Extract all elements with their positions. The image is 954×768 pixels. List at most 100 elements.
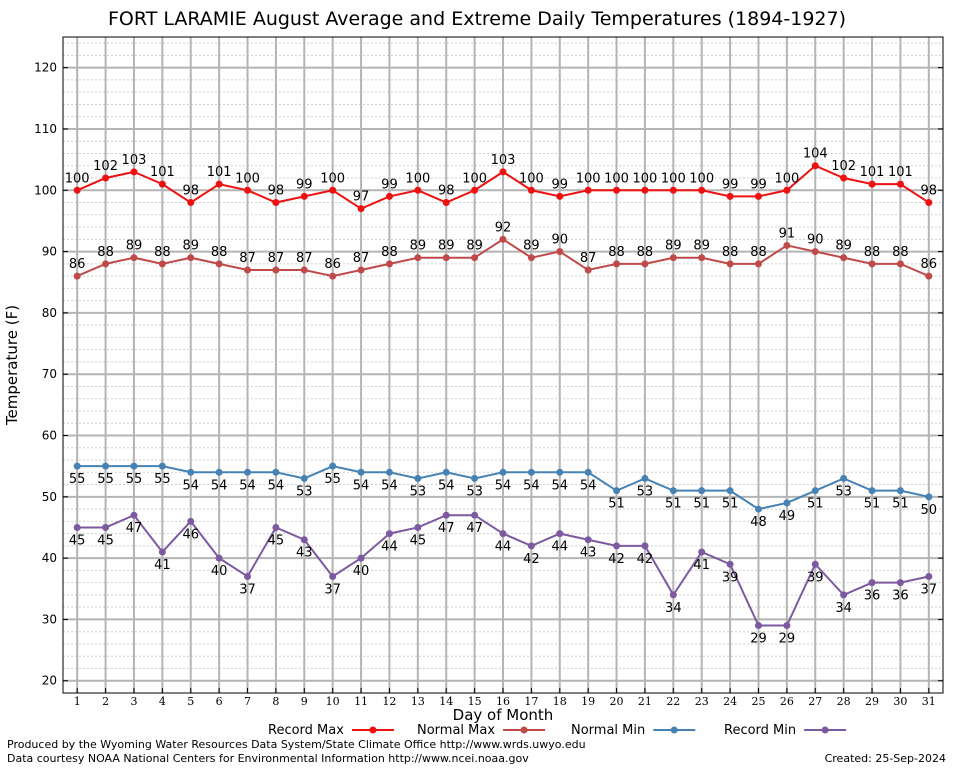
data-point: [783, 499, 791, 507]
data-point: [726, 560, 734, 568]
data-label: 34: [665, 601, 682, 616]
x-tick-label: 7: [244, 695, 251, 708]
data-label: 54: [381, 478, 398, 493]
x-tick-label: 8: [272, 695, 279, 708]
data-label: 40: [353, 564, 370, 579]
data-label: 89: [835, 239, 852, 254]
data-label: 44: [552, 540, 569, 555]
data-point: [754, 192, 762, 200]
data-point: [300, 192, 308, 200]
data-point: [300, 474, 308, 482]
data-label: 97: [353, 190, 370, 205]
x-tick-label: 28: [837, 695, 851, 708]
y-tick-label: 30: [42, 612, 57, 626]
data-point: [471, 511, 479, 519]
data-label: 42: [608, 552, 625, 567]
data-label: 54: [580, 478, 597, 493]
data-label: 92: [495, 220, 512, 235]
data-point: [613, 186, 621, 194]
data-label: 86: [69, 257, 86, 272]
data-point: [698, 254, 706, 262]
data-point: [215, 468, 223, 476]
data-label: 51: [892, 497, 909, 512]
data-label: 100: [633, 171, 658, 186]
footer-data-courtesy: Data courtesy NOAA National Centers for …: [7, 752, 529, 765]
data-label: 29: [779, 632, 796, 647]
data-point: [783, 622, 791, 630]
data-label: 98: [921, 184, 938, 199]
data-label: 100: [65, 171, 90, 186]
data-label: 55: [97, 472, 114, 487]
footer-produced-by: Produced by the Wyoming Water Resources …: [7, 738, 586, 751]
data-point: [641, 474, 649, 482]
data-point: [641, 542, 649, 550]
x-tick-label: 19: [581, 695, 595, 708]
data-label: 47: [126, 521, 143, 536]
x-tick-label: 31: [922, 695, 936, 708]
legend-label: Record Max: [268, 723, 344, 738]
x-tick-label: 3: [130, 695, 137, 708]
data-point: [754, 622, 762, 630]
x-tick-label: 18: [553, 695, 567, 708]
data-label: 54: [239, 478, 256, 493]
data-label: 101: [207, 165, 232, 180]
data-point: [527, 186, 535, 194]
data-point: [244, 468, 252, 476]
data-point: [613, 260, 621, 268]
data-point: [641, 260, 649, 268]
data-point: [442, 511, 450, 519]
data-label: 54: [552, 478, 569, 493]
data-point: [102, 462, 110, 470]
data-point: [244, 186, 252, 194]
data-label: 87: [268, 251, 285, 266]
data-point: [244, 266, 252, 274]
data-label: 100: [235, 171, 260, 186]
data-label: 54: [438, 478, 455, 493]
data-point: [300, 536, 308, 544]
data-label: 54: [353, 478, 370, 493]
data-label: 37: [921, 583, 938, 598]
data-label: 89: [410, 239, 427, 254]
data-label: 99: [552, 177, 569, 192]
data-label: 37: [324, 583, 341, 598]
data-point: [158, 548, 166, 556]
x-tick-label: 20: [610, 695, 624, 708]
data-label: 88: [750, 245, 767, 260]
legend-label: Normal Min: [571, 723, 645, 738]
x-tick-label: 5: [187, 695, 194, 708]
data-label: 55: [324, 472, 341, 487]
data-point: [868, 487, 876, 495]
data-label: 44: [381, 540, 398, 555]
data-point: [499, 468, 507, 476]
data-label: 43: [296, 546, 313, 561]
data-point: [102, 174, 110, 182]
data-label: 100: [774, 171, 799, 186]
grid: [63, 37, 943, 693]
data-label: 103: [491, 153, 516, 168]
x-tick-label: 24: [723, 695, 737, 708]
data-label: 54: [495, 478, 512, 493]
x-tick-label: 4: [159, 695, 166, 708]
data-label: 98: [268, 184, 285, 199]
data-point: [896, 487, 904, 495]
data-point: [300, 266, 308, 274]
x-tick-label: 6: [216, 695, 223, 708]
data-label: 88: [722, 245, 739, 260]
legend-swatch-marker: [821, 726, 829, 734]
data-label: 53: [637, 484, 654, 499]
data-label: 100: [320, 171, 345, 186]
data-point: [73, 186, 81, 194]
x-tick-label: 25: [751, 695, 765, 708]
data-label: 34: [835, 601, 852, 616]
data-point: [187, 254, 195, 262]
data-point: [73, 462, 81, 470]
data-point: [613, 542, 621, 550]
data-label: 103: [122, 153, 147, 168]
data-point: [357, 468, 365, 476]
data-label: 39: [722, 570, 739, 585]
data-point: [73, 272, 81, 280]
data-point: [471, 254, 479, 262]
data-point: [73, 523, 81, 531]
